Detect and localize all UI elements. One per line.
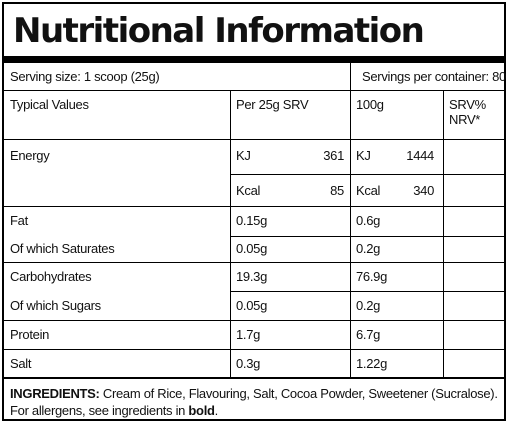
- kcal-unit: Kcal: [236, 183, 261, 198]
- table-row: Fat 0.15g 0.6g: [4, 207, 504, 236]
- kj-unit: KJ: [236, 148, 251, 163]
- nutrition-panel: Nutritional Information Serving size: 1 …: [2, 2, 506, 421]
- allergen-prefix: For allergens, see ingredients in: [10, 403, 189, 418]
- divider: [230, 291, 504, 292]
- row-serving-value: 0.05g: [236, 298, 268, 313]
- row-serving-value: 1.7g: [236, 327, 261, 342]
- row-100g-value: 0.6g: [356, 213, 381, 228]
- divider: [4, 349, 504, 350]
- kcal-serving-value: 85: [330, 183, 344, 198]
- row-serving-value: 0.3g: [236, 356, 261, 371]
- divider: [350, 63, 351, 90]
- divider: [4, 262, 504, 263]
- divider: [4, 139, 504, 140]
- title-rule: [4, 56, 504, 63]
- table-row: Energy KJ 361 KJ 1444: [4, 140, 504, 174]
- table-row: Salt 0.3g 1.22g: [4, 350, 504, 377]
- row-label: Fat: [10, 213, 28, 228]
- row-label: Of which Saturates: [10, 241, 115, 256]
- divider: [4, 377, 504, 379]
- divider: [230, 236, 504, 237]
- energy-kj-100g-cell: KJ 1444: [350, 140, 443, 174]
- serving-size: Serving size: 1 scoop (25g): [10, 69, 160, 84]
- column-divider: [230, 91, 231, 377]
- row-serving-value: 0.05g: [236, 241, 268, 256]
- page-title: Nutritional Information: [13, 11, 425, 51]
- kj-100g-value: 1444: [406, 148, 434, 163]
- table-row: Of which Saturates 0.05g 0.2g: [4, 237, 504, 262]
- ingredients-line: INGREDIENTS: Cream of Rice, Flavouring, …: [10, 385, 500, 402]
- kcal-100g-value: 340: [413, 183, 434, 198]
- allergen-suffix: .: [214, 403, 219, 418]
- header-typical-values: Typical Values: [10, 97, 89, 112]
- table-row: Of which Sugars 0.05g 0.2g: [4, 292, 504, 320]
- row-100g-value: 76.9g: [356, 269, 388, 284]
- energy-kcal-100g-cell: Kcal 340: [350, 175, 443, 206]
- row-label: Salt: [10, 356, 32, 371]
- divider: [230, 174, 504, 175]
- row-label: Of which Sugars: [10, 298, 101, 313]
- ingredients-text: INGREDIENTS: Cream of Rice, Flavouring, …: [10, 385, 500, 419]
- serving-row: Serving size: 1 scoop (25g) Servings per…: [4, 63, 506, 90]
- row-label: Protein: [10, 327, 50, 342]
- energy-label: Energy: [10, 148, 50, 163]
- table-row: Kcal 85 Kcal 340: [4, 175, 504, 206]
- divider: [4, 320, 504, 321]
- table-row: Protein 1.7g 6.7g: [4, 321, 504, 349]
- ingredients-heading: INGREDIENTS:: [10, 386, 100, 401]
- table-row: Carbohydrates 19.3g 76.9g: [4, 263, 504, 291]
- row-100g-value: 1.22g: [356, 356, 388, 371]
- row-100g-value: 0.2g: [356, 298, 381, 313]
- row-serving-value: 0.15g: [236, 213, 268, 228]
- header-nrv-line2: NRV*: [449, 112, 481, 127]
- row-label: Carbohydrates: [10, 269, 92, 284]
- ingredients-list: Cream of Rice, Flavouring, Salt, Cocoa P…: [99, 386, 498, 401]
- servings-per-container: Servings per container: 80: [362, 69, 506, 84]
- header-nrv: SRV% NRV*: [443, 91, 504, 139]
- header-nrv-line1: SRV%: [449, 97, 486, 112]
- header-per-100g: 100g: [356, 97, 384, 112]
- column-divider: [443, 91, 444, 377]
- allergen-bold: bold: [188, 403, 215, 418]
- header-per-serving: Per 25g SRV: [236, 97, 309, 112]
- column-divider: [350, 91, 351, 377]
- energy-kj-serving-cell: KJ 361: [230, 140, 350, 174]
- row-100g-value: 6.7g: [356, 327, 381, 342]
- row-serving-value: 19.3g: [236, 269, 268, 284]
- kj-unit: KJ: [356, 148, 371, 163]
- table-header: Typical Values Per 25g SRV 100g SRV% NRV…: [4, 91, 504, 139]
- energy-kcal-serving-cell: Kcal 85: [230, 175, 350, 206]
- divider: [4, 90, 504, 91]
- divider: [4, 206, 504, 207]
- row-100g-value: 0.2g: [356, 241, 381, 256]
- allergen-line: For allergens, see ingredients in bold.: [10, 402, 500, 419]
- kj-serving-value: 361: [323, 148, 344, 163]
- kcal-unit: Kcal: [356, 183, 381, 198]
